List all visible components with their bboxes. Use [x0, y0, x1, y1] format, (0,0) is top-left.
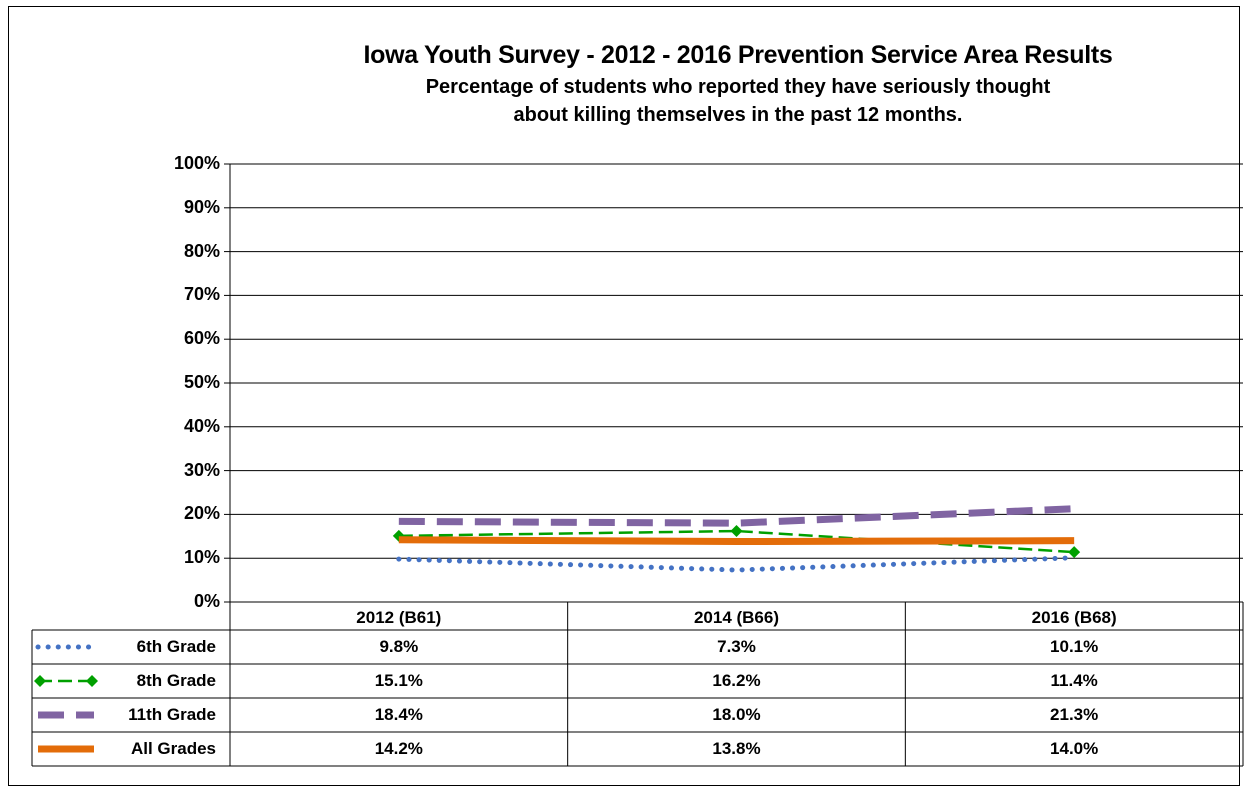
legend-label: 11th Grade	[128, 705, 216, 724]
data-label: 14.0%	[1050, 739, 1099, 758]
series-line-11th-grade	[398, 505, 1075, 527]
data-label: 18.0%	[712, 705, 761, 724]
series-line-8th-grade	[398, 529, 1075, 554]
legend-marker	[86, 675, 98, 687]
y-tick-label: 70%	[183, 284, 220, 305]
data-label: 15.1%	[374, 671, 423, 690]
data-label: 21.3%	[1050, 705, 1099, 724]
data-label: 18.4%	[374, 705, 423, 724]
y-tick-label: 20%	[183, 503, 220, 524]
legend-label: 6th Grade	[136, 637, 216, 656]
series-line-all-grades	[398, 536, 1075, 546]
chart-subtitle-line1: Percentage of students who reported they…	[425, 76, 1051, 98]
data-label: 14.2%	[374, 739, 423, 758]
data-point-marker	[1068, 546, 1081, 559]
legend-label: 8th Grade	[136, 671, 216, 690]
x-category-label: 2016 (B68)	[1031, 608, 1117, 627]
y-tick-label: 60%	[183, 328, 220, 349]
data-label: 13.8%	[712, 739, 761, 758]
data-point-marker	[730, 525, 743, 538]
legend-marker	[34, 675, 46, 687]
y-tick-label: 80%	[183, 240, 220, 261]
y-tick-label: 50%	[183, 372, 220, 392]
data-label: 10.1%	[1050, 637, 1099, 656]
data-label: 7.3%	[717, 637, 756, 656]
y-tick-label: 100%	[173, 153, 220, 173]
y-tick-label: 30%	[183, 459, 220, 480]
y-tick-label: 0%	[193, 591, 220, 611]
y-tick-label: 90%	[183, 196, 220, 217]
legend-label: All Grades	[130, 739, 216, 758]
chart-subtitle-line2: about killing themselves in the past 12 …	[513, 104, 963, 126]
data-label: 9.8%	[379, 637, 419, 656]
data-label: 11.4%	[1050, 671, 1098, 690]
chart-title: Iowa Youth Survey - 2012 - 2016 Preventi…	[363, 41, 1113, 69]
series-line-6th-grade	[396, 555, 1077, 573]
y-tick-label: 10%	[183, 547, 220, 568]
x-category-label: 2014 (B66)	[693, 608, 780, 627]
y-tick-label: 40%	[183, 415, 220, 436]
x-category-label: 2012 (B61)	[356, 608, 442, 627]
data-label: 16.2%	[712, 671, 761, 690]
